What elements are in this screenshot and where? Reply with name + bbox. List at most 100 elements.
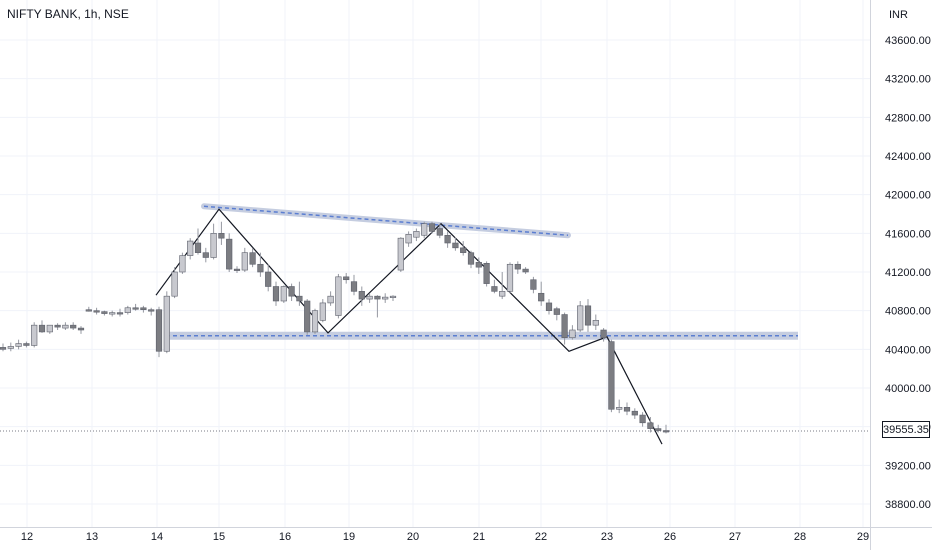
price-tick-label: 42000.00 (885, 190, 931, 202)
candle-body (483, 262, 490, 284)
candle-body (444, 234, 451, 244)
candle-body (210, 233, 217, 258)
candles (0, 221, 670, 434)
candle-body (288, 286, 295, 297)
time-tick-label: 20 (407, 531, 419, 543)
candle-body (54, 324, 61, 328)
candle-body (436, 228, 443, 236)
candle-body (233, 268, 241, 271)
candle-body (280, 286, 287, 302)
candle-body (148, 309, 155, 312)
candle-body (600, 329, 607, 339)
candle-body (272, 286, 280, 302)
price-tick-label: 41200.00 (885, 267, 931, 279)
candle-body (163, 295, 170, 352)
candle-body (608, 341, 615, 410)
candle-body (257, 263, 264, 273)
candle-body (343, 276, 350, 281)
time-tick-label: 29 (857, 531, 869, 543)
candle-body (655, 428, 662, 431)
candle-body (553, 308, 560, 315)
candle-body (616, 407, 623, 410)
candle-body (405, 234, 412, 244)
candle-body (0, 347, 7, 350)
candle-body (124, 307, 131, 313)
time-tick-label: 12 (21, 531, 33, 543)
price-tick-label: 42800.00 (885, 112, 931, 124)
candle-body (15, 343, 22, 347)
candle-body (421, 223, 428, 236)
candle-body (366, 295, 373, 300)
last-price-label: 39555.35 (882, 421, 930, 438)
time-tick-label: 23 (601, 531, 613, 543)
price-tick-label: 42400.00 (885, 151, 931, 163)
candle-body (545, 302, 553, 311)
candle-body (241, 252, 248, 271)
candle-body (93, 310, 100, 313)
candle-body (475, 262, 482, 268)
candle-body (413, 231, 420, 238)
time-tick-label: 26 (664, 531, 676, 543)
candle-body (140, 307, 147, 310)
price-tick-label: 38800.00 (885, 499, 931, 511)
price-tick-label: 43600.00 (885, 35, 931, 47)
time-tick-label: 19 (343, 531, 355, 543)
candle-body (647, 422, 654, 429)
head-and-shoulders-path (155, 208, 663, 445)
candle-body (592, 320, 599, 326)
candle-body (31, 324, 38, 346)
candle-body (46, 324, 53, 333)
currency-label: INR (889, 9, 908, 21)
candle-body (132, 307, 139, 310)
candle-body (530, 279, 537, 290)
candle-body (179, 255, 186, 273)
upper-trendline-dash (203, 205, 569, 237)
candle-body (116, 312, 124, 315)
candle-body (304, 300, 311, 333)
candle-body (467, 252, 475, 265)
candle-body (522, 268, 529, 273)
candle-body (460, 247, 467, 253)
time-tick-label: 16 (279, 531, 291, 543)
candle-body (569, 329, 576, 339)
candle-body (218, 233, 225, 239)
price-tick-label: 43200.00 (885, 74, 931, 86)
time-tick-label: 21 (473, 531, 485, 543)
candle-body (38, 324, 46, 333)
candle-body (374, 295, 381, 300)
candle-body (350, 281, 358, 292)
drawings[interactable] (155, 203, 798, 445)
candle-body (296, 295, 303, 302)
time-tick-label: 14 (151, 531, 163, 543)
price-tick-label: 40400.00 (885, 344, 931, 356)
candle-body (7, 346, 14, 349)
candle-body (109, 312, 116, 315)
chart-title: NIFTY BANK, 1h, NSE (7, 7, 129, 21)
candle-body (101, 311, 108, 314)
candle-body (491, 286, 498, 292)
price-tick-label: 41600.00 (885, 228, 931, 240)
candle-body (452, 242, 459, 249)
candle-body (577, 305, 584, 331)
candle-body (623, 407, 631, 412)
time-tick-label: 13 (86, 531, 98, 543)
candle-body (382, 296, 389, 300)
candle-body (584, 305, 592, 326)
time-tick-label: 28 (794, 531, 806, 543)
candle-body (249, 252, 256, 265)
candle-body (639, 414, 646, 424)
candle-body (85, 309, 92, 312)
candle-body (499, 291, 506, 297)
price-tick-label: 40000.00 (885, 383, 931, 395)
candle-body (23, 343, 30, 346)
time-tick-label: 22 (535, 531, 547, 543)
candle-body (311, 310, 319, 333)
candle-body (171, 271, 178, 297)
candle-body (187, 240, 194, 256)
candle-body (319, 302, 326, 321)
candle-body (202, 252, 209, 258)
candle-body (194, 242, 202, 253)
